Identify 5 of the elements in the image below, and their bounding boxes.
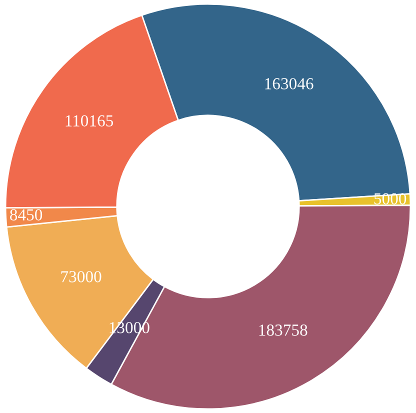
data-label: 183758 <box>259 324 308 336</box>
data-label: 110165 <box>66 115 114 126</box>
data-label: 8450 <box>10 209 42 220</box>
data-label: 163046 <box>265 78 314 90</box>
data-label: 73000 <box>61 271 102 282</box>
